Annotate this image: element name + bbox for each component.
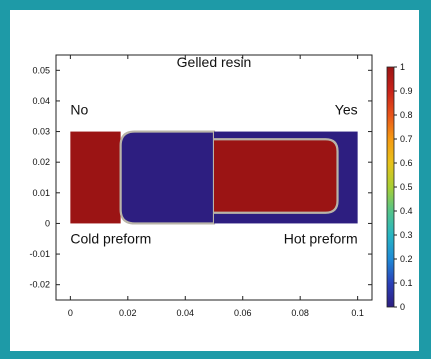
x-tick-label: 0.08 bbox=[291, 308, 309, 318]
colorbar-tick-label: 0 bbox=[400, 302, 405, 312]
annotation-label: Cold preform bbox=[70, 230, 151, 246]
y-tick-label: 0.01 bbox=[32, 188, 50, 198]
y-tick-label: -0.02 bbox=[29, 280, 50, 290]
colorbar-tick-label: 0.6 bbox=[400, 158, 413, 168]
x-tick-label: 0.02 bbox=[119, 308, 137, 318]
y-tick-label: 0.05 bbox=[32, 65, 50, 75]
colorbar-tick-label: 0.4 bbox=[400, 206, 413, 216]
chart-title: Gelled resin bbox=[177, 54, 252, 70]
colorbar-tick-label: 0.5 bbox=[400, 182, 413, 192]
y-tick-label: 0.02 bbox=[32, 157, 50, 167]
region-hot-preform-gelled-core bbox=[214, 138, 339, 214]
annotation-label: Hot preform bbox=[284, 230, 358, 246]
y-tick-label: 0.03 bbox=[32, 127, 50, 137]
x-tick-label: 0 bbox=[68, 308, 73, 318]
colorbar-tick-label: 0.7 bbox=[400, 134, 413, 144]
plot-frame bbox=[55, 54, 373, 301]
colorbar-tick-label: 0.8 bbox=[400, 110, 413, 120]
y-tick-label: 0.04 bbox=[32, 96, 50, 106]
y-tick-label: -0.01 bbox=[29, 249, 50, 259]
colorbar-tick-label: 0.3 bbox=[400, 230, 413, 240]
y-tick-label: 0 bbox=[45, 218, 50, 228]
x-tick-label: 0.06 bbox=[234, 308, 252, 318]
region-cold-preform-ungelled-core bbox=[119, 130, 216, 225]
annotation-label: Yes bbox=[335, 102, 358, 118]
colorbar-gradient bbox=[387, 67, 394, 307]
colorbar-tick-label: 0.2 bbox=[400, 254, 413, 264]
x-tick-label: 0.1 bbox=[351, 308, 364, 318]
figure: 0 0.02 0.04 0.06 0.08 0.1 -0.02 -0.01 0 0.01 0.02… bbox=[10, 10, 419, 351]
colorbar-tick-label: 0.1 bbox=[400, 278, 413, 288]
colorbar: 0 0.1 0.2 0.3 0.4 0.5 0.6 0.7 0.8 0.9 1 bbox=[386, 62, 413, 312]
x-axis: 0 0.02 0.04 0.06 0.08 0.1 bbox=[68, 55, 364, 318]
x-tick-label: 0.04 bbox=[177, 308, 195, 318]
field-regions bbox=[70, 130, 358, 225]
annotation-label: No bbox=[70, 102, 88, 118]
colorbar-tick-label: 1 bbox=[400, 62, 405, 72]
heatmap-chart: 0 0.02 0.04 0.06 0.08 0.1 -0.02 -0.01 0 0.01 0.02… bbox=[29, 54, 413, 318]
y-axis: -0.02 -0.01 0 0.01 0.02 0.03 0.04 0.05 bbox=[29, 65, 372, 290]
colorbar-tick-label: 0.9 bbox=[400, 86, 413, 96]
annotations: No Yes Cold preform Hot preform bbox=[70, 102, 357, 247]
region-cold-preform-gelled-zone bbox=[70, 131, 121, 224]
